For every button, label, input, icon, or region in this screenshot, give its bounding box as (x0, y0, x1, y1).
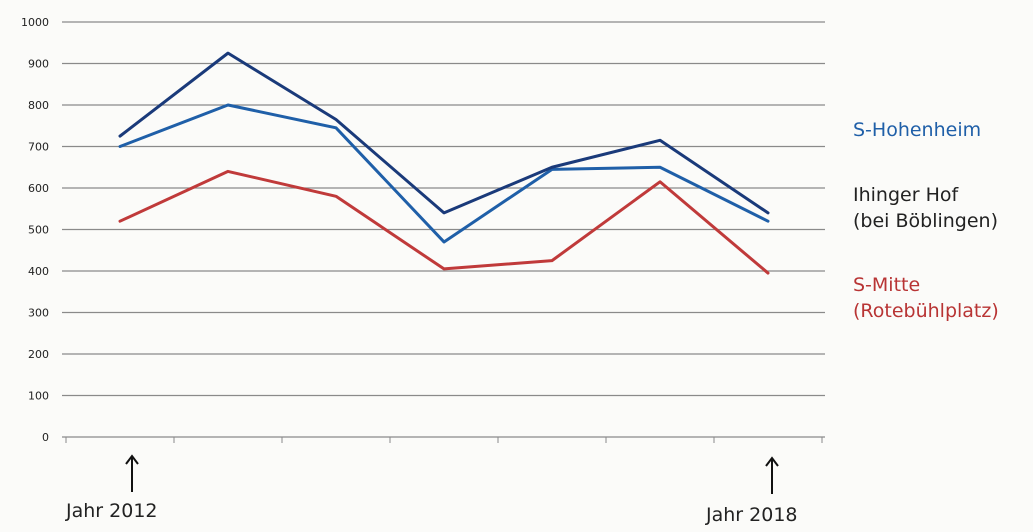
annotation-start-year: Jahr 2012 (66, 500, 158, 522)
y-tick-label: 400 (28, 265, 49, 278)
series-lines (118, 51, 770, 275)
y-tick-label: 1000 (21, 16, 49, 29)
legend-label: (Rotebühlplatz) (853, 300, 999, 322)
series-line-0 (118, 103, 770, 244)
series-line-2 (118, 169, 770, 275)
legend-label: S-Hohenheim (853, 119, 982, 141)
y-tick-label: 300 (28, 307, 49, 320)
y-tick-label: 700 (28, 141, 49, 154)
series-line-1 (118, 51, 770, 215)
y-tick-label: 200 (28, 348, 49, 361)
y-tick-label: 800 (28, 99, 49, 112)
y-axis-ticks: 0 100 200 300 400 500 600 700 800 900 1000 (21, 16, 49, 444)
legend-label: Ihinger Hof (853, 184, 959, 206)
y-tick-label: 600 (28, 182, 49, 195)
legend-item-s-hohenheim: S-Hohenheim (853, 117, 981, 143)
legend-item-ihinger-hof: Ihinger Hof (bei Böblingen) (853, 182, 998, 234)
arrow-up-icon (125, 454, 139, 492)
x-axis-ticks (65, 437, 823, 443)
annotation-end-year: Jahr 2018 (706, 504, 798, 526)
arrow-up-icon (765, 456, 779, 494)
grid-lines (62, 21, 825, 438)
y-tick-label: 0 (42, 431, 49, 444)
legend-item-s-mitte: S-Mitte (Rotebühlplatz) (853, 272, 999, 324)
legend-label: S-Mitte (853, 274, 921, 296)
y-tick-label: 900 (28, 58, 49, 71)
y-tick-label: 500 (28, 224, 49, 237)
legend-label: (bei Böblingen) (853, 210, 999, 232)
y-tick-label: 100 (28, 390, 49, 403)
